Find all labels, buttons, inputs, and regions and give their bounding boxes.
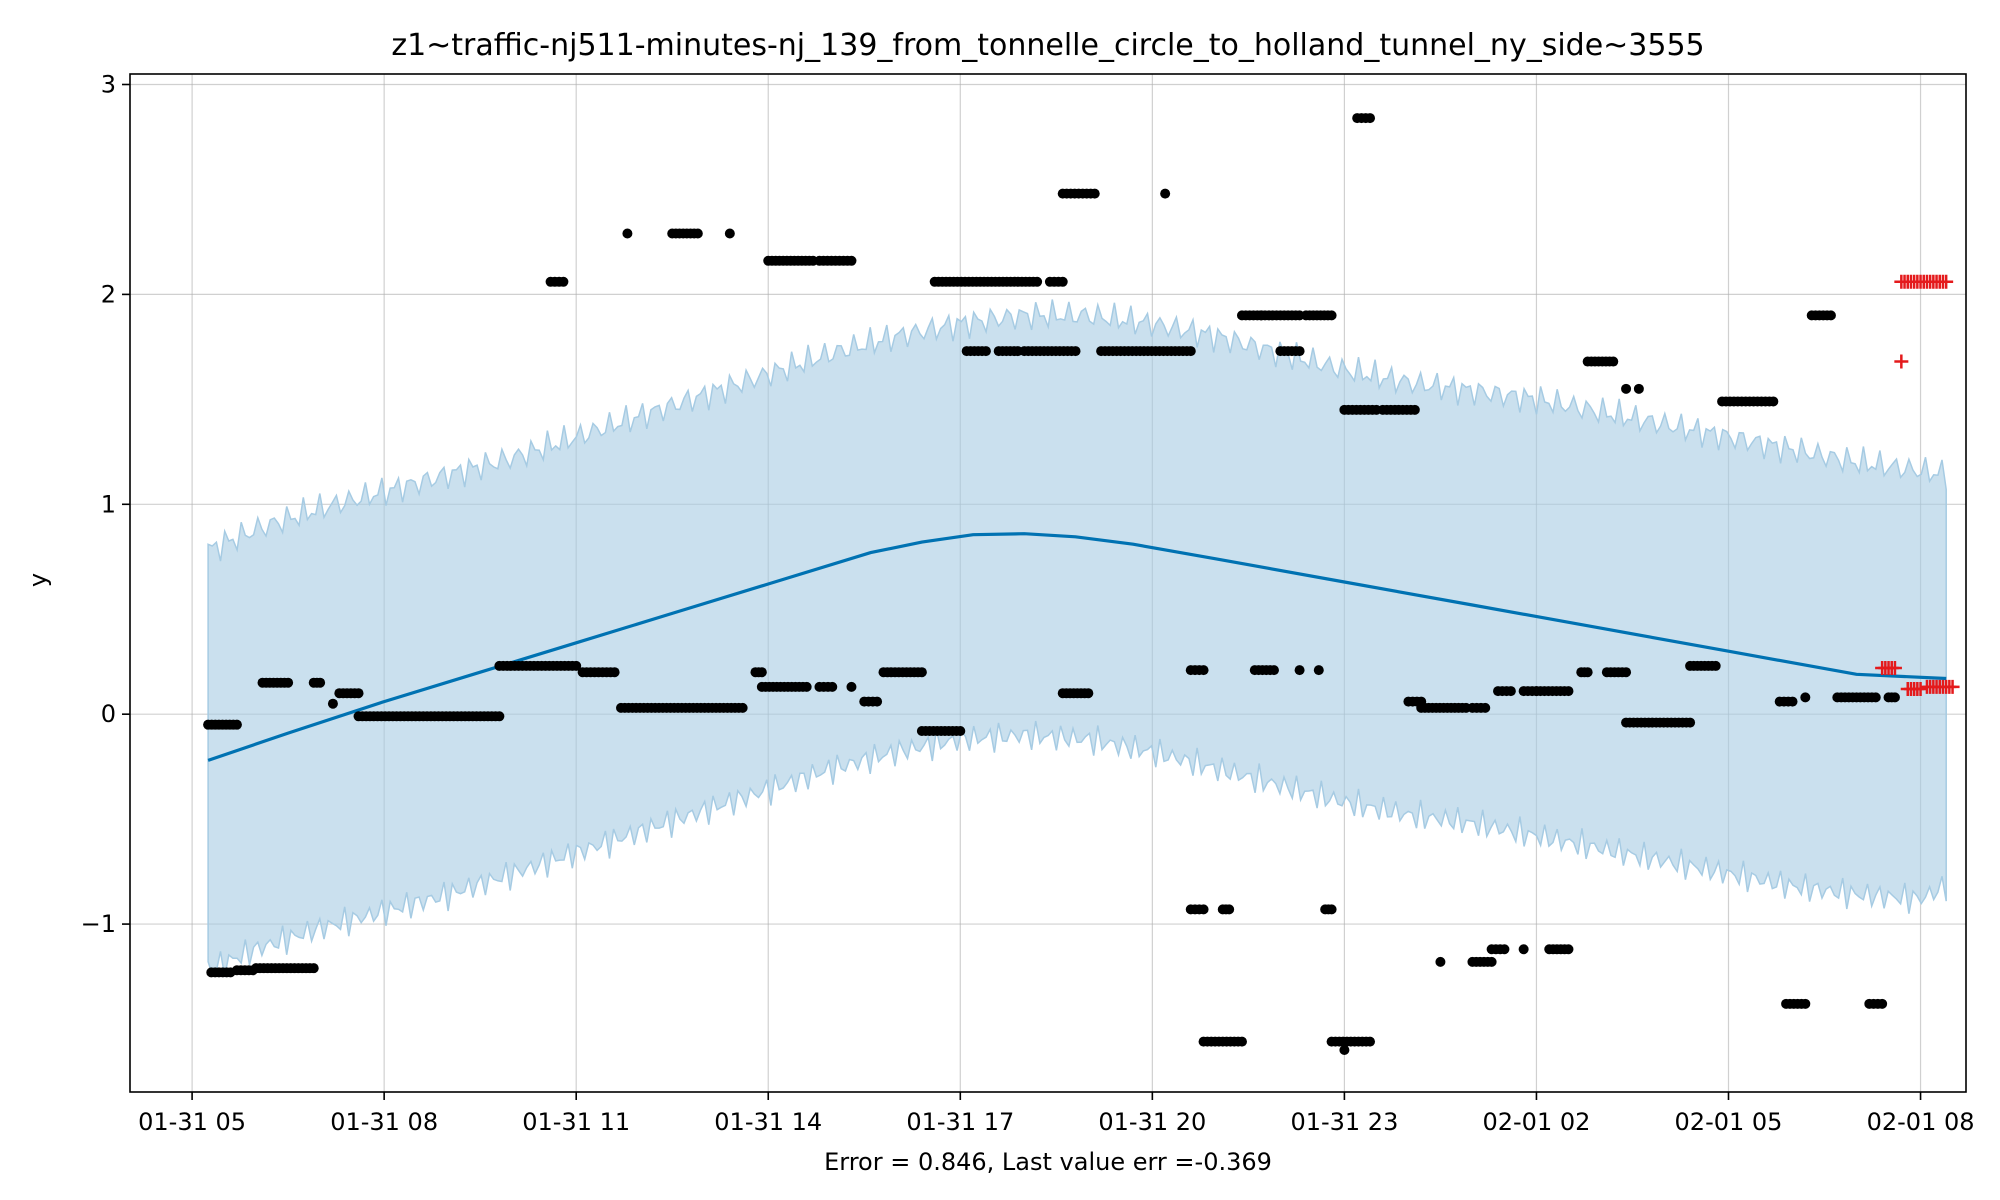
uncertainty-band	[207, 299, 1947, 978]
observed-point	[1409, 404, 1420, 415]
observed-point	[1800, 692, 1811, 703]
observed-point	[827, 681, 838, 692]
future-point	[1894, 354, 1909, 369]
observed-point	[1365, 113, 1376, 124]
x-tick-label: 01-31 05	[138, 1108, 246, 1136]
observed-point	[1326, 310, 1337, 321]
observed-point	[231, 719, 242, 730]
observed-point	[1870, 692, 1881, 703]
observed-point	[1185, 346, 1196, 357]
observed-point	[1768, 396, 1779, 407]
observed-point	[1089, 188, 1100, 199]
x-tick-label: 02-01 05	[1675, 1108, 1783, 1136]
observed-point	[622, 228, 633, 239]
observed-point	[1518, 944, 1529, 955]
observed-point	[1563, 944, 1574, 955]
observed-point	[955, 725, 966, 736]
observed-point	[872, 696, 883, 707]
future-point	[1945, 679, 1960, 694]
observed-point	[315, 677, 326, 688]
observed-point	[1057, 276, 1068, 287]
observed-point	[1224, 904, 1235, 915]
y-tick-label: 0	[101, 700, 116, 728]
x-tick-label: 01-31 17	[906, 1108, 1014, 1136]
observed-point	[1313, 665, 1324, 676]
x-tick-label: 01-31 11	[522, 1108, 630, 1136]
observed-point	[1633, 383, 1644, 394]
x-tick-label: 02-01 08	[1867, 1108, 1975, 1136]
observed-point	[1608, 356, 1619, 367]
observed-point	[801, 681, 812, 692]
observed-point	[1435, 956, 1446, 967]
observed-point	[1877, 998, 1888, 1009]
observed-point	[1621, 383, 1632, 394]
future-point	[1887, 661, 1902, 676]
observed-point	[846, 681, 857, 692]
observed-point	[1268, 665, 1279, 676]
x-axis-label: Error = 0.846, Last value err =-0.369	[824, 1148, 1272, 1176]
observed-point	[1480, 702, 1491, 713]
observed-points	[203, 113, 1900, 1056]
future-point	[1939, 274, 1954, 289]
observed-point	[1083, 688, 1094, 699]
observed-point	[1236, 1036, 1247, 1047]
y-tick-label: 2	[101, 280, 116, 308]
observed-point	[916, 667, 927, 678]
observed-point	[1889, 692, 1900, 703]
observed-point	[558, 276, 569, 287]
x-tick-label: 01-31 20	[1098, 1108, 1206, 1136]
observed-point	[1505, 686, 1516, 697]
y-axis-label: y	[24, 573, 52, 587]
observed-point	[1160, 188, 1171, 199]
observed-point	[724, 228, 735, 239]
observed-point	[494, 711, 505, 722]
observed-point	[1198, 904, 1209, 915]
y-tick-label: 3	[101, 70, 116, 98]
observed-point	[1710, 660, 1721, 671]
observed-point	[1294, 665, 1305, 676]
x-tick-label: 02-01 02	[1482, 1108, 1590, 1136]
observed-point	[571, 660, 582, 671]
observed-point	[980, 346, 991, 357]
x-tick-label: 01-31 14	[714, 1108, 822, 1136]
x-axis: 01-31 05 01-31 08 01-31 11 01-31 14 01-31 17…	[138, 1092, 1975, 1136]
future-point	[1913, 681, 1928, 696]
observed-point	[1787, 696, 1798, 707]
observed-point	[692, 228, 703, 239]
y-tick-label: −1	[81, 910, 116, 938]
plot-frame	[129, 73, 1967, 1093]
observed-point	[1365, 1036, 1376, 1047]
y-axis: −1 0 1 2 3	[81, 70, 130, 938]
chart-title: z1~traffic-nj511-minutes-nj_139_from_ton…	[391, 28, 1704, 63]
y-tick-label: 1	[101, 490, 116, 518]
observed-point	[1621, 667, 1632, 678]
observed-point	[1800, 998, 1811, 1009]
observed-point	[1339, 1045, 1350, 1056]
observed-point	[1685, 717, 1696, 728]
observed-point	[327, 698, 338, 709]
observed-point	[1294, 346, 1305, 357]
future-points	[1875, 274, 1960, 696]
observed-point	[1563, 686, 1574, 697]
x-tick-label: 01-31 08	[330, 1108, 438, 1136]
observed-point	[756, 667, 767, 678]
observed-point	[1499, 944, 1510, 955]
observed-point	[1486, 956, 1497, 967]
observed-point	[353, 688, 364, 699]
observed-point	[308, 963, 319, 974]
observed-point	[1326, 904, 1337, 915]
observed-point	[737, 702, 748, 713]
observed-point	[1825, 310, 1836, 321]
observed-point	[1582, 667, 1593, 678]
observed-point	[1032, 276, 1043, 287]
observed-point	[609, 667, 620, 678]
observed-point	[846, 255, 857, 266]
observed-point	[1070, 346, 1081, 357]
observed-point	[1198, 665, 1209, 676]
x-tick-label: 01-31 23	[1290, 1108, 1398, 1136]
observed-point	[283, 677, 294, 688]
